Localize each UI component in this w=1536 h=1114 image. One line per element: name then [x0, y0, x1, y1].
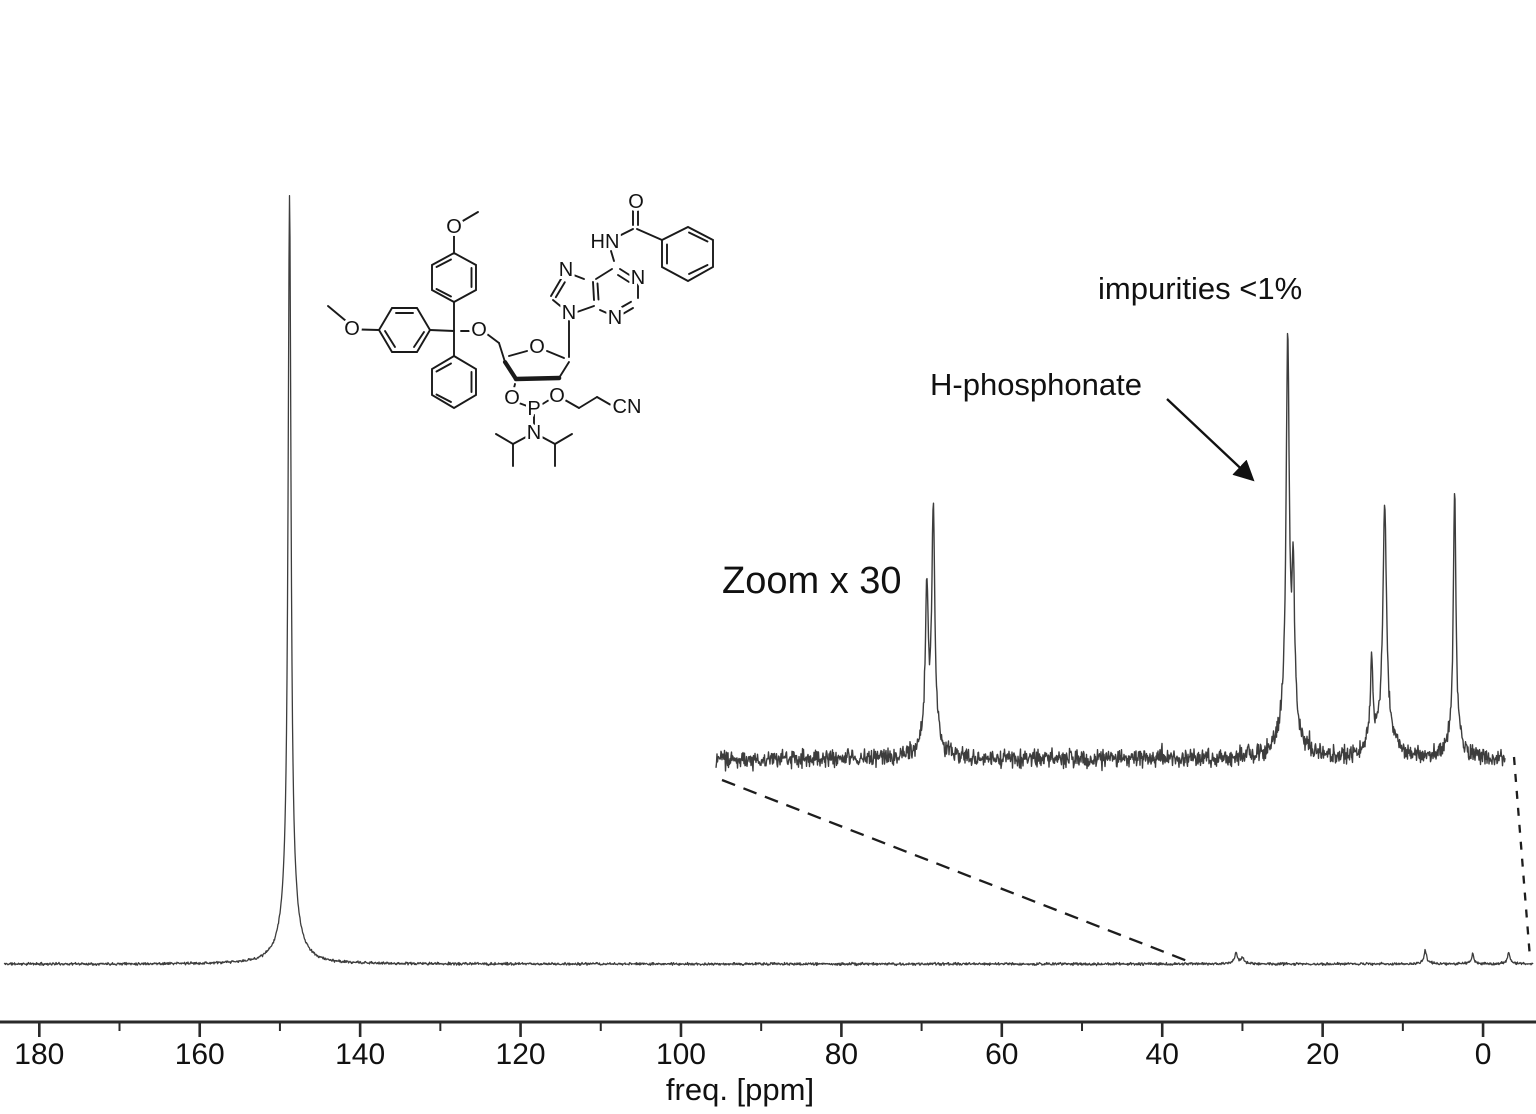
x-tick-label: 160: [175, 1038, 225, 1071]
atom-label: HN: [591, 231, 620, 253]
x-tick-label: 140: [335, 1038, 385, 1071]
x-tick-label: 180: [14, 1038, 64, 1071]
atom-label: N: [559, 259, 573, 281]
x-tick-label: 40: [1146, 1038, 1179, 1071]
zoom-label: Zoom x 30: [722, 560, 902, 602]
h-phosphonate-label: H-phosphonate: [930, 367, 1142, 402]
h-phosphonate-arrow: [1166, 398, 1255, 482]
main-spectrum-trace: [3, 194, 1534, 967]
x-tick-label: 120: [496, 1038, 546, 1071]
atom-label: O: [471, 319, 487, 341]
x-axis-ticks: [38, 1022, 1485, 1037]
x-tick-label: 80: [825, 1038, 858, 1071]
atom-label: P: [527, 398, 540, 420]
inset-connector-left: [721, 778, 1191, 964]
atom-label: O: [549, 385, 565, 407]
adenine-base: [550, 268, 639, 315]
x-axis-tick-labels: 180 160 140 120 100 80 60 40 20 0: [14, 1038, 1491, 1071]
sugar-ring: [460, 320, 570, 382]
atom-label: N: [527, 422, 541, 444]
atom-label: O: [628, 191, 644, 213]
x-axis-title: freq. [ppm]: [665, 1072, 815, 1107]
x-tick-label: 0: [1475, 1038, 1492, 1071]
x-axis: 180 160 140 120 100 80 60 40 20 0: [0, 1020, 1536, 1071]
benzoyl-group: [610, 209, 714, 283]
impurities-label: impurities <1%: [1098, 271, 1303, 306]
dmt-left-anisole: [327, 305, 455, 353]
atom-label: O: [344, 318, 360, 340]
dmt-phenyl: [431, 301, 477, 410]
atom-label: N: [562, 302, 576, 324]
atom-label: O: [446, 216, 462, 238]
bond-lines: [327, 209, 714, 467]
atom-label: O: [529, 336, 545, 358]
atom-label: N: [631, 267, 645, 289]
phosphoramidite-group: [495, 383, 611, 467]
inset-spectrum-trace: [715, 332, 1506, 772]
x-tick-label: 60: [985, 1038, 1018, 1071]
x-tick-label: 20: [1306, 1038, 1339, 1071]
x-tick-label: 100: [656, 1038, 706, 1071]
atom-label: N: [608, 307, 622, 329]
atom-label: CN: [613, 396, 642, 418]
inset-connector-right: [1512, 756, 1532, 959]
atom-label: O: [504, 387, 520, 409]
